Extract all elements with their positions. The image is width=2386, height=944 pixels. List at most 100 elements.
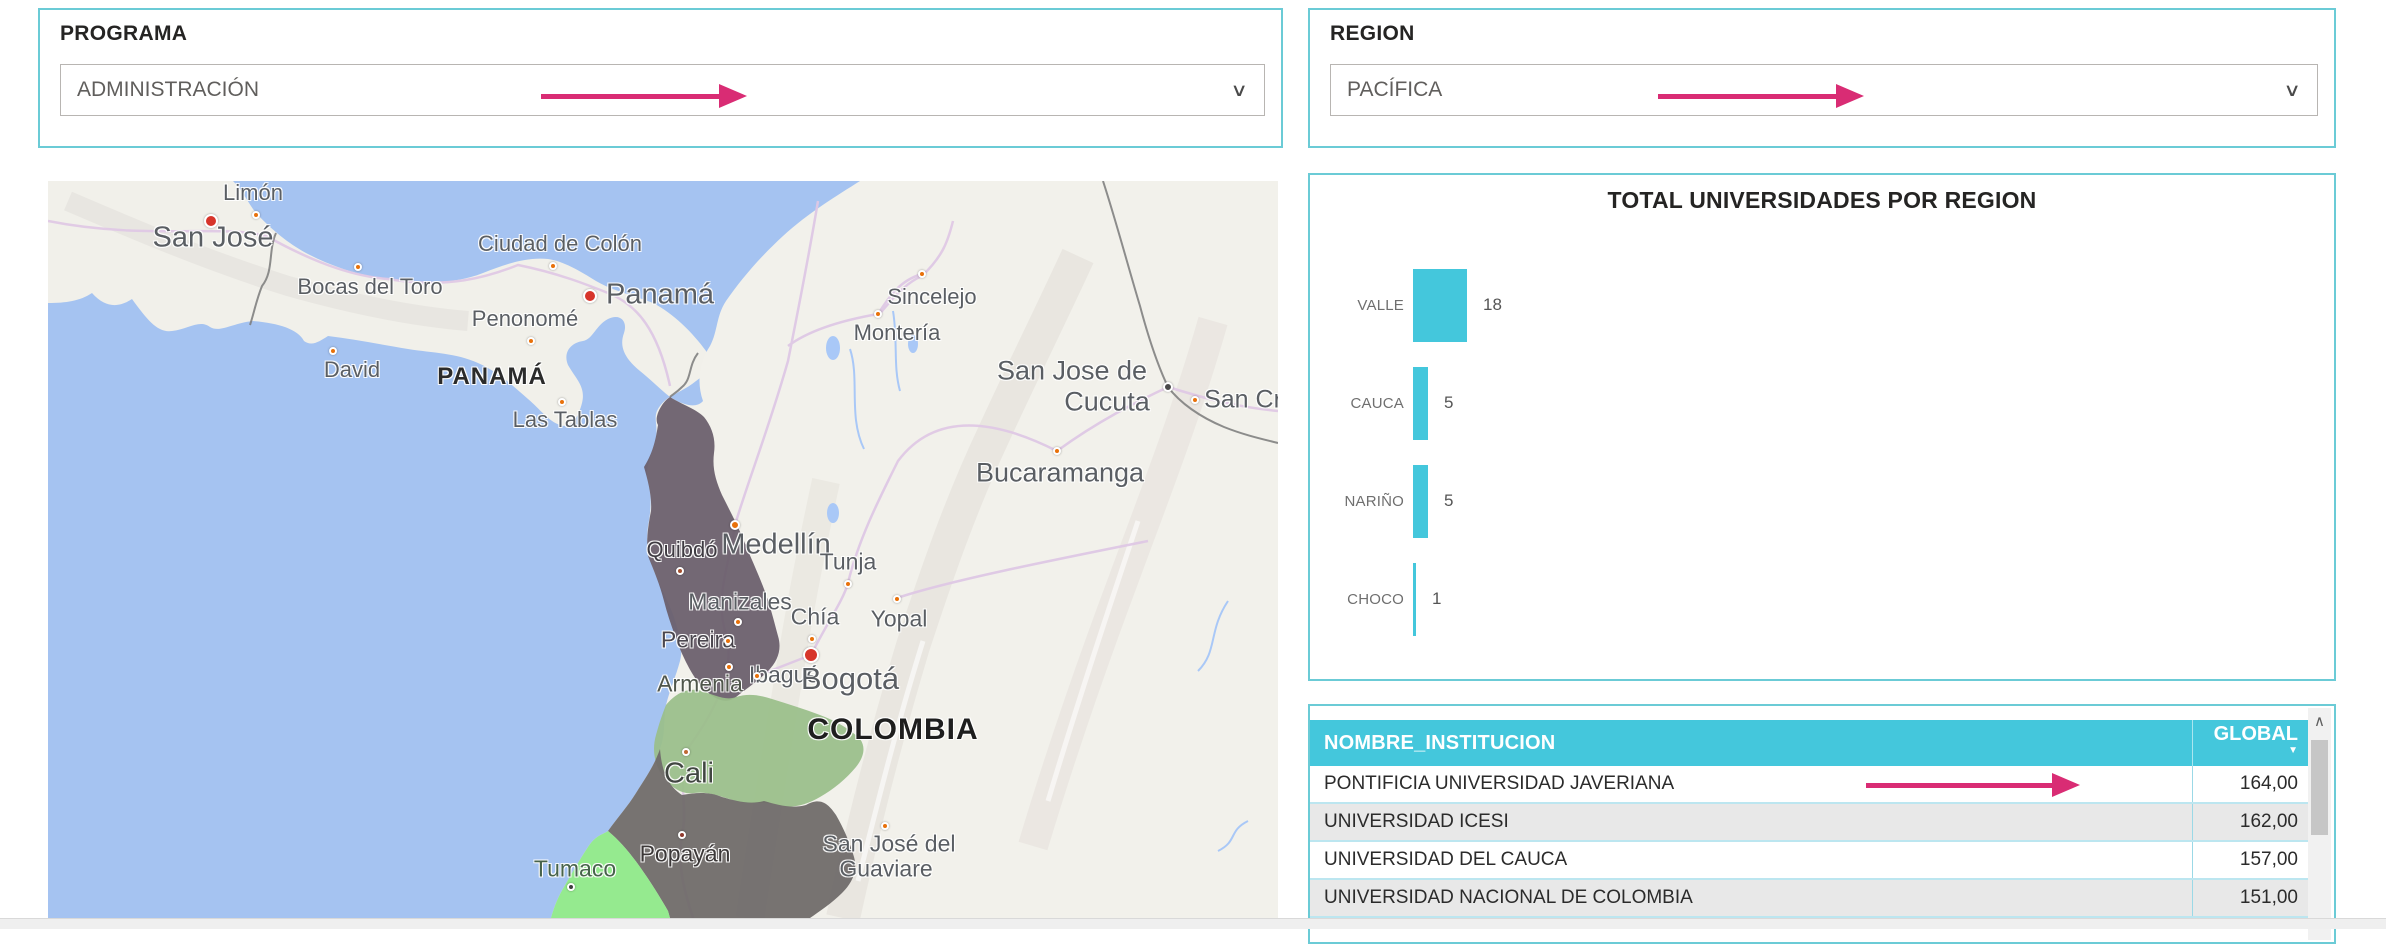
scrollbar-thumb[interactable]: [2311, 740, 2328, 835]
city-dot: [558, 398, 566, 406]
bar[interactable]: [1413, 562, 1416, 636]
city-dot: [734, 618, 742, 626]
table-row[interactable]: PONTIFICIA UNIVERSIDAD JAVERIANA 164,00: [1310, 766, 2308, 804]
sort-desc-icon[interactable]: ▼: [2288, 745, 2298, 756]
table-instituciones: NOMBRE_INSTITUCION GLOBAL ▼ PONTIFICIA U…: [1308, 704, 2336, 944]
map-city-label: Penonomé: [471, 306, 579, 331]
city-dot: [252, 211, 260, 219]
column-header-nombre-institucion[interactable]: NOMBRE_INSTITUCION: [1324, 731, 1556, 754]
region-narino[interactable]: [551, 831, 670, 918]
map-city-label: Ciudad de Colón: [478, 231, 642, 256]
cell-nombre-institucion: UNIVERSIDAD NACIONAL DE COLOMBIA: [1324, 887, 1693, 908]
terrain-ridge: [64, 191, 469, 331]
table: NOMBRE_INSTITUCION GLOBAL ▼ PONTIFICIA U…: [1310, 720, 2308, 918]
city-dot: [549, 262, 557, 270]
table-scrollbar[interactable]: ∧: [2308, 708, 2331, 940]
region-dropdown[interactable]: PACÍFICA ∨: [1330, 64, 2318, 116]
map-city-label: San Cr: [1204, 385, 1278, 414]
slicer-region-label: REGION: [1330, 22, 1415, 45]
map-city-label: Medellín: [721, 528, 831, 561]
city-dot: [354, 263, 362, 271]
map-city-label: Guaviare: [839, 855, 933, 882]
cell-global: 157,00: [2192, 842, 2308, 878]
bar-value-label: 5: [1444, 491, 1454, 510]
lake: [908, 335, 918, 353]
map-city-label: Limón: [223, 181, 283, 205]
map-city-label: San José del: [822, 830, 956, 857]
city-dot: [874, 310, 882, 318]
map-city-label: Bucaramanga: [975, 457, 1145, 488]
map-city-label: Yopal: [870, 605, 928, 632]
table-row[interactable]: UNIVERSIDAD NACIONAL DE COLOMBIA 151,00: [1310, 880, 2308, 918]
chevron-down-icon[interactable]: ∨: [2283, 79, 2301, 101]
city-dot: [329, 347, 337, 355]
city-dot: [918, 270, 926, 278]
region-choco[interactable]: [644, 397, 780, 701]
city-dot: [808, 635, 816, 643]
city-dot: [567, 883, 575, 891]
table-row[interactable]: UNIVERSIDAD ICESI 162,00: [1310, 804, 2308, 842]
map-city-label: Bogotá: [800, 661, 900, 696]
country-borders: [249, 181, 1278, 444]
cell-global: 151,00: [2192, 880, 2308, 916]
cell-global: 164,00: [2192, 766, 2308, 802]
map-city-label: Armenia: [657, 670, 743, 697]
city-dot: [725, 663, 733, 671]
column-header-global-label: GLOBAL: [2213, 723, 2298, 745]
column-header-global[interactable]: GLOBAL ▼: [2192, 720, 2308, 766]
map-city-label: Chía: [790, 603, 840, 630]
lake: [826, 336, 840, 360]
table-row[interactable]: UNIVERSIDAD DEL CAUCA 157,00: [1310, 842, 2308, 880]
map-visual[interactable]: San José Limón Bocas del Toro Ciudad de Col…: [48, 181, 1278, 918]
programa-selected-value: ADMINISTRACIÓN: [77, 78, 260, 101]
map-city-label: Panamá: [605, 278, 715, 311]
city-dot: [1191, 396, 1199, 404]
map-city-label: Cali: [664, 757, 714, 790]
city-dot: [527, 337, 535, 345]
bar-row[interactable]: CAUCA 5: [1310, 354, 2328, 452]
bar-value-label: 1: [1432, 589, 1442, 608]
terrain-highlight: [1045, 520, 1141, 802]
programa-dropdown[interactable]: ADMINISTRACIÓN ∨: [60, 64, 1265, 116]
scroll-up-icon[interactable]: ∧: [2314, 713, 2325, 730]
map-country-label: COLOMBIA: [807, 713, 979, 746]
chart-title: TOTAL UNIVERSIDADES POR REGION: [1607, 187, 2037, 213]
map-city-label: Quibdó: [646, 537, 718, 562]
city-dot: [803, 647, 819, 663]
bar[interactable]: [1413, 268, 1467, 342]
map-city-label: Montería: [853, 320, 941, 345]
bar-row[interactable]: CHOCO 1: [1310, 550, 2328, 648]
table-header-row: NOMBRE_INSTITUCION GLOBAL ▼: [1310, 720, 2308, 766]
map-overlay: San José Limón Bocas del Toro Ciudad de Col…: [48, 181, 1278, 918]
slicer-programa-label: PROGRAMA: [60, 22, 188, 45]
bar-rows: VALLE 18 CAUCA 5 NARIÑO 5 CHOCO 1: [1310, 256, 2328, 648]
city-dot: [204, 214, 218, 228]
city-dot: [1053, 447, 1061, 455]
map-canvas: [48, 181, 1278, 918]
bar[interactable]: [1413, 366, 1428, 440]
map-city-label: Bocas del Toro: [297, 274, 443, 299]
bar-value-label: 5: [1444, 393, 1454, 412]
chart-universidades-por-region: TOTAL UNIVERSIDADES POR REGION VALLE 18 CA…: [1308, 173, 2336, 681]
city-dot: [844, 580, 852, 588]
bar-category-label: NARIÑO: [1344, 492, 1404, 510]
rivers: [849, 310, 1249, 852]
cell-nombre-institucion: UNIVERSIDAD ICESI: [1324, 811, 1509, 832]
bar-row[interactable]: VALLE 18: [1310, 256, 2328, 354]
city-dot: [678, 831, 686, 839]
bar-value-label: 18: [1483, 295, 1502, 314]
lake: [827, 503, 839, 523]
chevron-down-icon[interactable]: ∨: [1230, 79, 1248, 101]
cell-global: 162,00: [2192, 804, 2308, 840]
city-dot: [676, 567, 684, 575]
map-city-label: Sincelejo: [887, 284, 977, 309]
region-valle[interactable]: [654, 689, 864, 807]
slicer-programa: PROGRAMA ADMINISTRACIÓN ∨: [38, 8, 1283, 148]
slicer-region: REGION PACÍFICA ∨: [1308, 8, 2336, 148]
bar[interactable]: [1413, 464, 1428, 538]
map-city-label: Pereira: [660, 626, 736, 653]
map-country-label: PANAMÁ: [437, 363, 547, 390]
region-cauca[interactable]: [608, 749, 856, 918]
city-dot: [583, 289, 597, 303]
bar-row[interactable]: NARIÑO 5: [1310, 452, 2328, 550]
